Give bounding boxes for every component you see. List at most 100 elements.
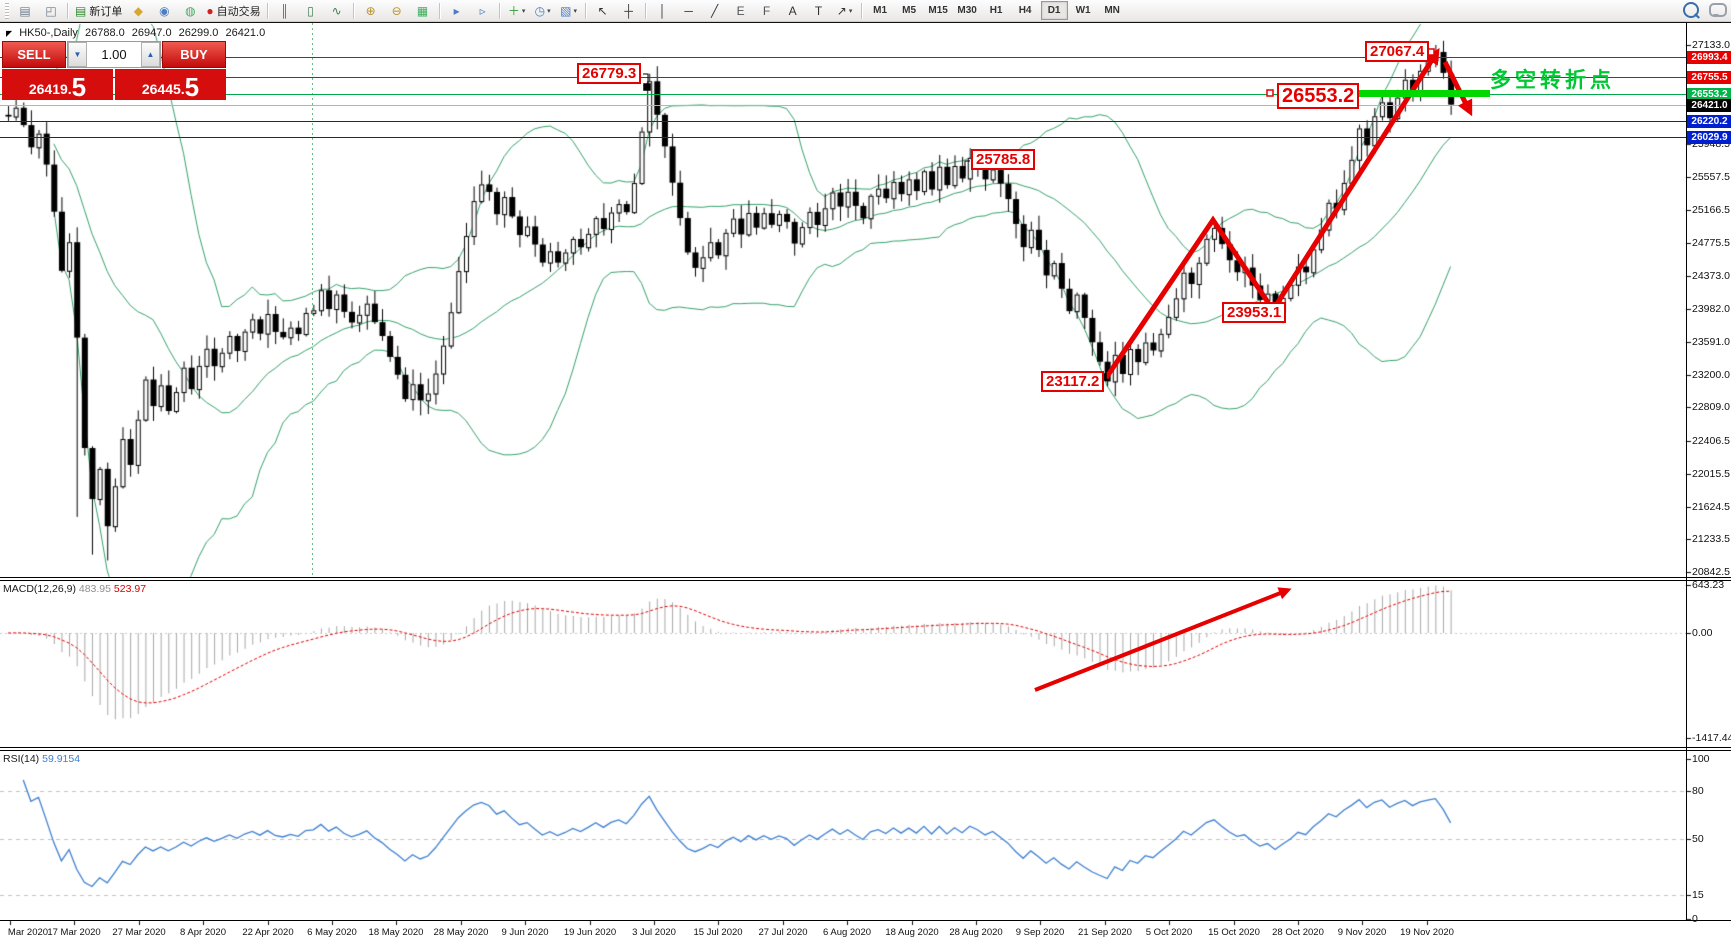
pullback-arrow — [1442, 60, 1473, 117]
new-order-button[interactable]: ▤ 新订单 — [75, 3, 123, 18]
vline-icon[interactable]: │ — [658, 3, 667, 18]
chart-canvas[interactable] — [0, 22, 1731, 943]
text-label-icon[interactable]: T — [814, 3, 823, 18]
indicators-icon[interactable]: ＋ ▾ — [507, 4, 526, 18]
price-tick: 21624.5 — [1692, 501, 1730, 513]
macd-tick: 643.23 — [1692, 579, 1725, 591]
price-badge: 26993.4 — [1687, 51, 1731, 64]
price-callout-23117.2: 23117.2 — [1041, 371, 1105, 392]
timeframe-m15[interactable]: M15 — [928, 5, 948, 16]
date-axis-line — [0, 920, 1731, 921]
candlestick-chart-icon[interactable]: ▯ — [307, 3, 314, 18]
date-tick: 19 Nov 2020 — [1400, 927, 1454, 938]
styler-icon[interactable]: ◆ — [133, 3, 143, 18]
auto-scroll-icon[interactable]: ▸ — [453, 3, 460, 18]
timeframe-w1[interactable]: W1 — [1075, 5, 1091, 16]
date-tick: 8 Apr 2020 — [180, 927, 226, 938]
rsi-tick: 50 — [1692, 833, 1704, 845]
date-tick: 19 Jun 2020 — [563, 927, 617, 938]
price-tick: 23982.0 — [1692, 303, 1730, 315]
text-icon[interactable]: A — [788, 3, 797, 18]
chat-icon[interactable] — [1709, 3, 1727, 17]
date-tick: 28 May 2020 — [433, 927, 489, 938]
date-tick: 21 Sep 2020 — [1078, 927, 1132, 938]
chart-shift-icon[interactable]: ▹ — [479, 3, 486, 18]
toolbar-separator — [67, 2, 69, 19]
terminal-icon[interactable]: ◉ — [159, 3, 170, 18]
date-tick: 3 Jul 2020 — [632, 927, 676, 938]
line-chart-icon[interactable]: ∿ — [331, 3, 342, 18]
date-tick: 22 Apr 2020 — [242, 927, 294, 938]
volume-increase-button[interactable]: ▲ — [141, 42, 160, 67]
timeframe-m30[interactable]: M30 — [957, 5, 977, 16]
timeframe-mn[interactable]: MN — [1104, 5, 1120, 16]
timeframe-h1[interactable]: H1 — [989, 5, 1003, 16]
price-tick: 21233.5 — [1692, 533, 1730, 545]
bar-chart-icon[interactable]: ║ — [280, 3, 289, 18]
one-click-trade-panel: SELL ▼ 1.00 ▲ BUY 26419. 5 26445. 5 — [2, 41, 226, 100]
rsi-tick: 80 — [1692, 785, 1704, 797]
periods-icon[interactable]: ◷ ▾ — [534, 3, 551, 18]
label-connector — [964, 160, 970, 176]
label-connector — [643, 73, 649, 84]
tile-windows-icon[interactable]: ▦ — [416, 3, 429, 18]
profiles-icon[interactable]: ▤ — [19, 3, 31, 18]
price-tick: 22015.5 — [1692, 468, 1730, 480]
grid-icon[interactable]: F — [762, 3, 771, 18]
sell-button[interactable]: SELL — [2, 41, 66, 68]
date-tick: 15 Jul 2020 — [693, 927, 743, 938]
macd-label: MACD(12,26,9) 483.95 523.97 — [3, 583, 146, 595]
zoom-out-icon[interactable]: ⊖ — [391, 3, 402, 18]
fibo-icon[interactable]: E — [736, 3, 745, 18]
hline-icon[interactable]: ─ — [684, 3, 693, 18]
pane-separator[interactable] — [0, 580, 1731, 581]
rsi-label: RSI(14) 59.9154 — [3, 753, 80, 765]
price-badge: 26220.2 — [1687, 115, 1731, 128]
search-icon[interactable] — [1683, 2, 1699, 18]
autotrading-button[interactable]: ● 自动交易 — [206, 3, 261, 18]
turning-point-annotation: 多空转折点 — [1490, 69, 1615, 92]
sell-price[interactable]: 26419. 5 — [2, 69, 113, 100]
price-callout-27067.4: 27067.4 — [1365, 41, 1430, 62]
price-tick: 22809.0 — [1692, 401, 1730, 413]
trend-zigzag-arrow — [1103, 47, 1440, 380]
cursor-icon[interactable]: ↖ — [597, 3, 608, 18]
trendline-icon[interactable]: ╱ — [710, 3, 719, 18]
buy-button[interactable]: BUY — [162, 41, 226, 68]
pane-separator[interactable] — [0, 750, 1731, 751]
timeframe-d1[interactable]: D1 — [1040, 1, 1068, 20]
pane-separator[interactable] — [0, 747, 1731, 748]
volume-decrease-button[interactable]: ▼ — [68, 42, 87, 67]
ohlc-low: 26299.0 — [178, 27, 219, 39]
price-badge: 26421.0 — [1687, 99, 1731, 112]
window-preview-icon[interactable]: ◰ — [45, 3, 57, 18]
horizontal-line-26220.2 — [0, 121, 1686, 122]
price-tick: 22406.5 — [1692, 435, 1730, 447]
signals-icon[interactable]: ◍ — [185, 3, 196, 18]
support-zone-bar — [1358, 90, 1490, 97]
pane-separator[interactable] — [0, 577, 1731, 578]
templates-icon[interactable]: ▧ ▾ — [560, 3, 578, 18]
toolbar-separator — [644, 2, 647, 19]
buy-price[interactable]: 26445. 5 — [115, 69, 226, 100]
sell-price-main: 26419. — [28, 81, 72, 97]
volume-input[interactable]: 1.00 — [101, 47, 127, 62]
sell-price-frac: 5 — [71, 72, 87, 102]
zoom-in-icon[interactable]: ⊕ — [365, 3, 376, 18]
toolbar-grip — [5, 2, 9, 19]
collapse-triangle-icon[interactable]: ◤ — [6, 29, 13, 38]
date-tick: 17 Mar 2020 — [47, 927, 101, 938]
crosshair-icon[interactable]: ┼ — [624, 3, 633, 18]
timeframe-h4[interactable]: H4 — [1018, 5, 1032, 16]
macd-tick: -1417.44 — [1692, 732, 1731, 744]
timeframe-m1[interactable]: M1 — [873, 5, 888, 16]
date-tick: 18 Aug 2020 — [885, 927, 939, 938]
toolbar-separator — [352, 2, 355, 19]
date-tick: 5 Oct 2020 — [1145, 927, 1193, 938]
date-tick: 9 Sep 2020 — [1015, 927, 1065, 938]
ohlc-high: 26947.0 — [131, 27, 172, 39]
arrows-icon[interactable]: ↗ ▾ — [836, 3, 853, 18]
timeframe-m5[interactable]: M5 — [902, 5, 917, 16]
ohlc-close: 26421.0 — [225, 27, 266, 39]
